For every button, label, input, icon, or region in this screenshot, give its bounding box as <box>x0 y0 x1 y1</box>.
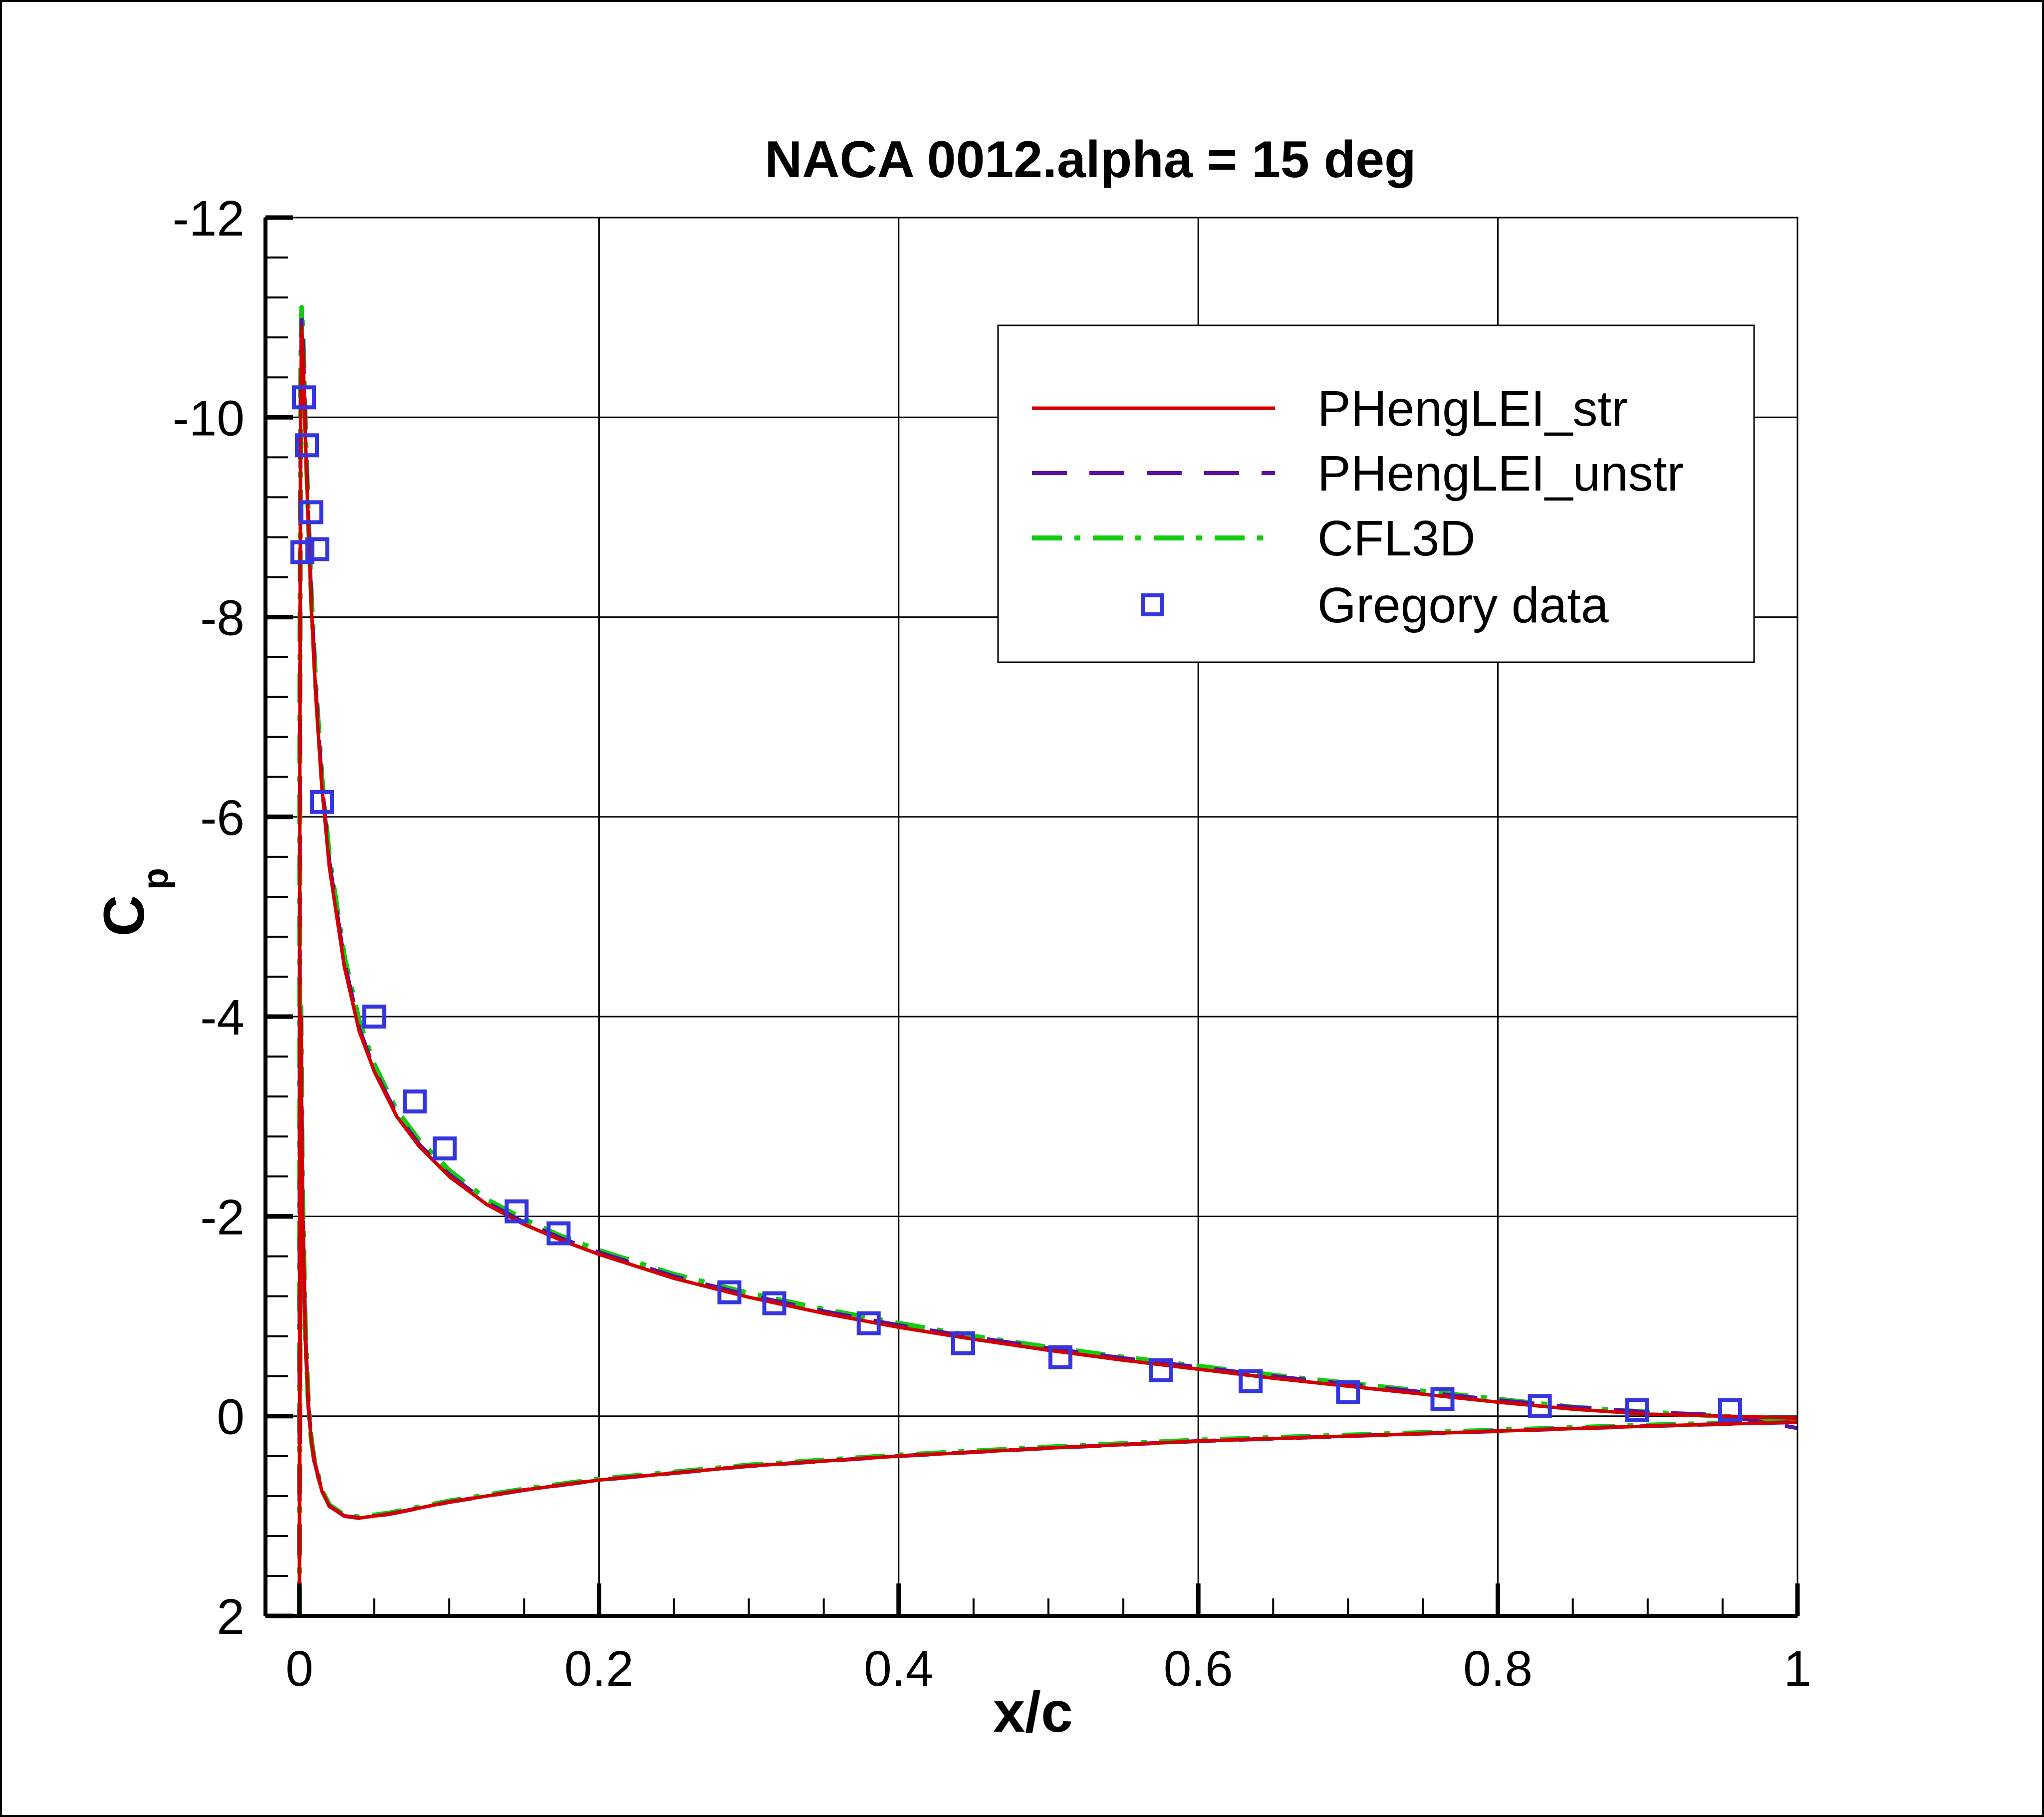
y-tick-label: -12 <box>172 191 245 247</box>
y-axis-label-main: C <box>92 895 156 936</box>
gregory-data-point <box>1149 1358 1173 1382</box>
gregory-data-point <box>505 1199 529 1224</box>
legend: PHengLEI_str PHengLEI_unstr CFL3D Gregory d… <box>997 324 1755 663</box>
marker-layer <box>290 385 1742 1422</box>
gregory-data-point <box>290 540 315 564</box>
x-tick-label: 1 <box>1784 1641 1811 1697</box>
axis-ticks <box>265 215 1800 1618</box>
gregory-data-point <box>1430 1387 1455 1411</box>
series-line-phenglei-str-lower <box>297 1015 1798 1616</box>
gregory-data-point <box>856 1311 881 1335</box>
y-tick-label: 0 <box>217 1389 245 1445</box>
y-axis-label: C p <box>92 868 176 937</box>
gregory-data-point <box>1048 1345 1073 1369</box>
x-tick-label: 0.8 <box>1463 1641 1533 1697</box>
gregory-data-point <box>1625 1398 1649 1422</box>
legend-marker-gregory-data <box>1141 593 1164 616</box>
gregory-data-point <box>1239 1369 1263 1393</box>
gregory-data-point <box>305 537 330 561</box>
y-tick-label: 2 <box>217 1589 245 1645</box>
gregory-data-point <box>292 385 316 410</box>
gregory-data-point <box>403 1089 427 1114</box>
x-axis-label: x/c <box>993 1680 1073 1744</box>
gregory-data-point <box>433 1136 457 1161</box>
legend-label: PHengLEI_str <box>1317 381 1628 437</box>
gregory-data-point <box>362 1005 387 1029</box>
legend-label: CFL3D <box>1317 511 1476 566</box>
gregory-data-point <box>762 1291 786 1315</box>
y-tick-label: -6 <box>200 790 245 846</box>
y-axis-label-subscript: p <box>136 868 176 890</box>
chart-title: NACA 0012.alpha = 15 deg <box>765 131 1416 189</box>
gregory-data-point <box>1336 1380 1360 1404</box>
gregory-data-point <box>1528 1394 1552 1418</box>
y-tick-label: -8 <box>200 590 245 646</box>
axis-tick-labels: 0 0.2 0.4 0.6 0.8 1-12-10-8-6-4-202 <box>172 191 1811 1697</box>
y-tick-label: -10 <box>172 390 245 446</box>
x-tick-label: 0 <box>285 1641 313 1697</box>
gregory-data-point <box>1718 1398 1742 1422</box>
gregory-data-point <box>951 1331 975 1355</box>
x-tick-label: 0.6 <box>1164 1641 1233 1697</box>
y-tick-label: -4 <box>200 990 245 1045</box>
gregory-data-point <box>310 789 334 814</box>
gregory-data-point <box>299 500 324 524</box>
legend-label: Gregory data <box>1317 577 1609 633</box>
x-tick-label: 0.2 <box>564 1641 634 1697</box>
legend-label: PHengLEI_unstr <box>1317 446 1684 502</box>
series-line-phenglei-str-upper <box>297 325 1798 1616</box>
series-layer <box>297 305 1798 1616</box>
gregory-data-point <box>717 1280 742 1304</box>
gregory-data-point <box>546 1221 571 1246</box>
x-tick-label: 0.4 <box>864 1641 933 1697</box>
legend-box <box>997 324 1755 663</box>
y-tick-label: -2 <box>200 1189 245 1245</box>
gregory-data-point <box>295 433 319 458</box>
